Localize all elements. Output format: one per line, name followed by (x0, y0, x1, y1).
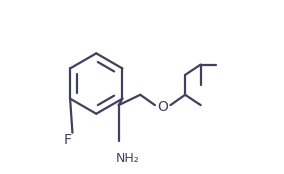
Text: NH₂: NH₂ (116, 152, 139, 165)
Text: F: F (64, 133, 72, 147)
Text: O: O (157, 100, 168, 114)
